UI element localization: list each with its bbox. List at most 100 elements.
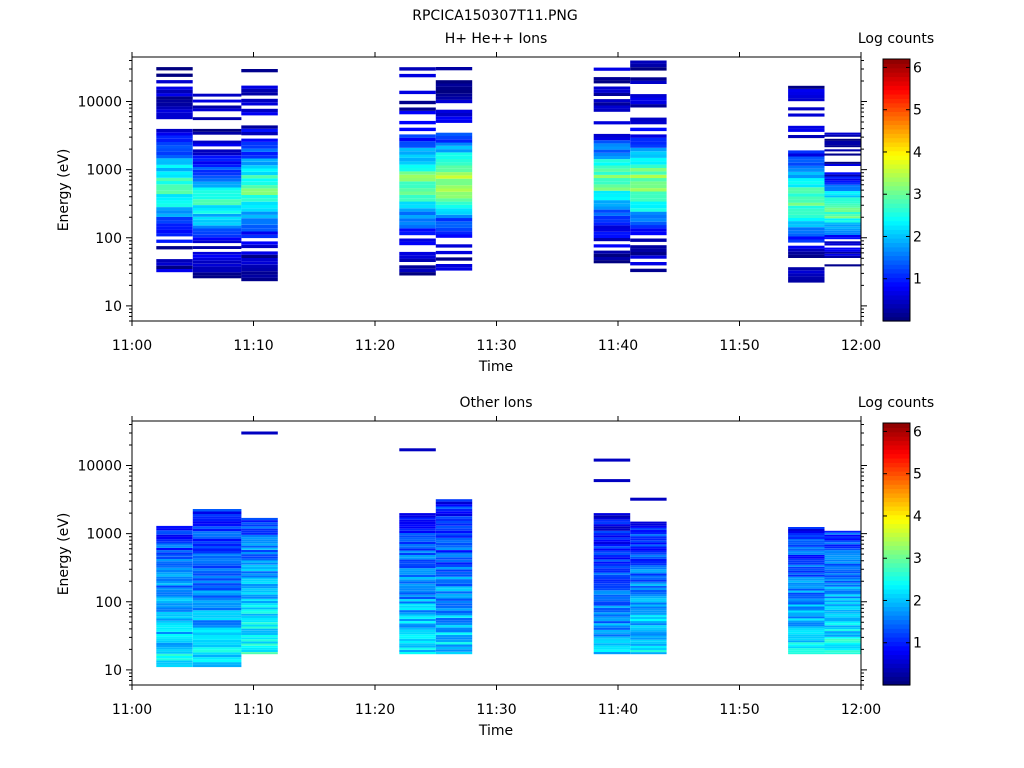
heatmap-cell	[192, 600, 242, 603]
heatmap-cell	[593, 585, 631, 589]
heatmap-cell	[824, 224, 861, 227]
heatmap-cell	[241, 637, 278, 640]
heatmap-cell	[593, 197, 631, 201]
colorbar-swatch	[883, 272, 910, 278]
heatmap-cell	[156, 184, 193, 188]
colorbar-swatch	[883, 519, 910, 525]
heatmap-cell	[241, 649, 278, 652]
heatmap-cell	[630, 550, 667, 553]
panel-title: H+ He++ Ions	[445, 31, 548, 47]
heatmap-cell	[788, 598, 825, 601]
heatmap-cell	[824, 544, 861, 547]
heatmap-cell	[156, 581, 193, 584]
heatmap-cell	[824, 255, 861, 258]
heatmap-cell	[824, 650, 861, 653]
heatmap-cell	[192, 216, 242, 220]
heatmap-cell	[630, 579, 667, 582]
heatmap-cell	[192, 164, 242, 167]
heatmap-cell	[593, 253, 631, 257]
colorbar-swatch	[883, 76, 910, 82]
heatmap-cell	[435, 571, 473, 575]
heatmap-cell	[788, 604, 825, 607]
heatmap-cell	[593, 513, 631, 516]
heatmap-cell	[824, 218, 861, 221]
heatmap-cell	[630, 151, 667, 155]
heatmap-cell	[788, 162, 825, 166]
x-tick-label: 11:10	[233, 338, 273, 354]
heatmap-cell	[593, 621, 631, 624]
heatmap-cell	[593, 528, 631, 531]
heatmap-cell	[630, 532, 667, 535]
heatmap-cell	[192, 548, 242, 551]
heatmap-cell	[156, 530, 193, 533]
heatmap-cell	[192, 509, 242, 512]
heatmap-cell	[241, 588, 278, 591]
heatmap-cell	[630, 225, 667, 229]
colorbar-swatch	[883, 93, 910, 99]
heatmap-cell	[435, 559, 473, 563]
heatmap-cell	[399, 641, 436, 644]
heatmap-cell	[630, 77, 667, 81]
heatmap-cell	[824, 596, 861, 599]
heatmap-cell	[192, 546, 242, 549]
heatmap-cell	[824, 586, 861, 589]
heatmap-cell	[593, 548, 631, 551]
heatmap-cell	[788, 618, 825, 621]
heatmap-cell	[192, 149, 242, 153]
heatmap-cell	[399, 574, 436, 577]
heatmap-cell	[399, 577, 436, 580]
heatmap-cell	[788, 578, 825, 581]
heatmap-cell	[788, 640, 825, 643]
heatmap-cell	[593, 552, 631, 555]
heatmap-cell	[241, 211, 278, 215]
heatmap-cell	[435, 218, 473, 222]
heatmap-cell	[593, 561, 631, 564]
heatmap-cell	[156, 559, 193, 562]
heatmap-cell	[241, 613, 278, 616]
heatmap-cell	[824, 633, 861, 635]
heatmap-cell	[435, 593, 473, 597]
heatmap-cell	[192, 543, 242, 547]
heatmap-cell	[824, 557, 861, 560]
heatmap-cell	[192, 610, 242, 613]
heatmap-cell	[788, 230, 825, 234]
heatmap-cell	[630, 596, 667, 599]
heatmap-cell	[192, 511, 242, 514]
heatmap-cell	[630, 558, 667, 561]
heatmap-cell	[156, 207, 193, 211]
heatmap-cell	[630, 635, 667, 638]
colorbar-swatch	[883, 545, 910, 551]
heatmap-cell	[788, 626, 825, 629]
heatmap-cell	[435, 168, 473, 173]
heatmap-cell	[192, 662, 242, 665]
heatmap-cell	[399, 73, 436, 78]
colorbar-swatch	[883, 645, 910, 651]
x-tick-label: 11:40	[598, 702, 638, 718]
heatmap-cell	[435, 250, 473, 255]
heatmap-cell	[399, 221, 436, 226]
heatmap-cell	[241, 652, 278, 655]
heatmap-cell	[241, 151, 278, 156]
heatmap-cell	[192, 172, 242, 176]
heatmap-cell	[399, 566, 436, 569]
colorbar-swatch	[883, 229, 910, 235]
heatmap-cell	[630, 251, 667, 256]
heatmap-cell	[824, 621, 861, 624]
heatmap-cell	[788, 548, 825, 551]
heatmap-cell	[156, 161, 193, 165]
heatmap-cell	[192, 158, 242, 162]
heatmap-cell	[788, 632, 825, 635]
heatmap-cell	[788, 564, 825, 567]
heatmap-cell	[593, 546, 631, 549]
heatmap-cell	[241, 562, 278, 565]
heatmap-cell	[241, 615, 278, 618]
heatmap-cell	[399, 585, 436, 589]
heatmap-cell	[435, 175, 473, 179]
heatmap-cell	[156, 567, 193, 570]
colorbar-swatch	[883, 299, 910, 305]
heatmap-cell	[630, 563, 667, 566]
colorbar-swatch	[883, 488, 910, 494]
heatmap-cell	[156, 115, 193, 120]
colorbar-swatch	[883, 462, 910, 468]
heatmap-cell	[788, 233, 825, 237]
